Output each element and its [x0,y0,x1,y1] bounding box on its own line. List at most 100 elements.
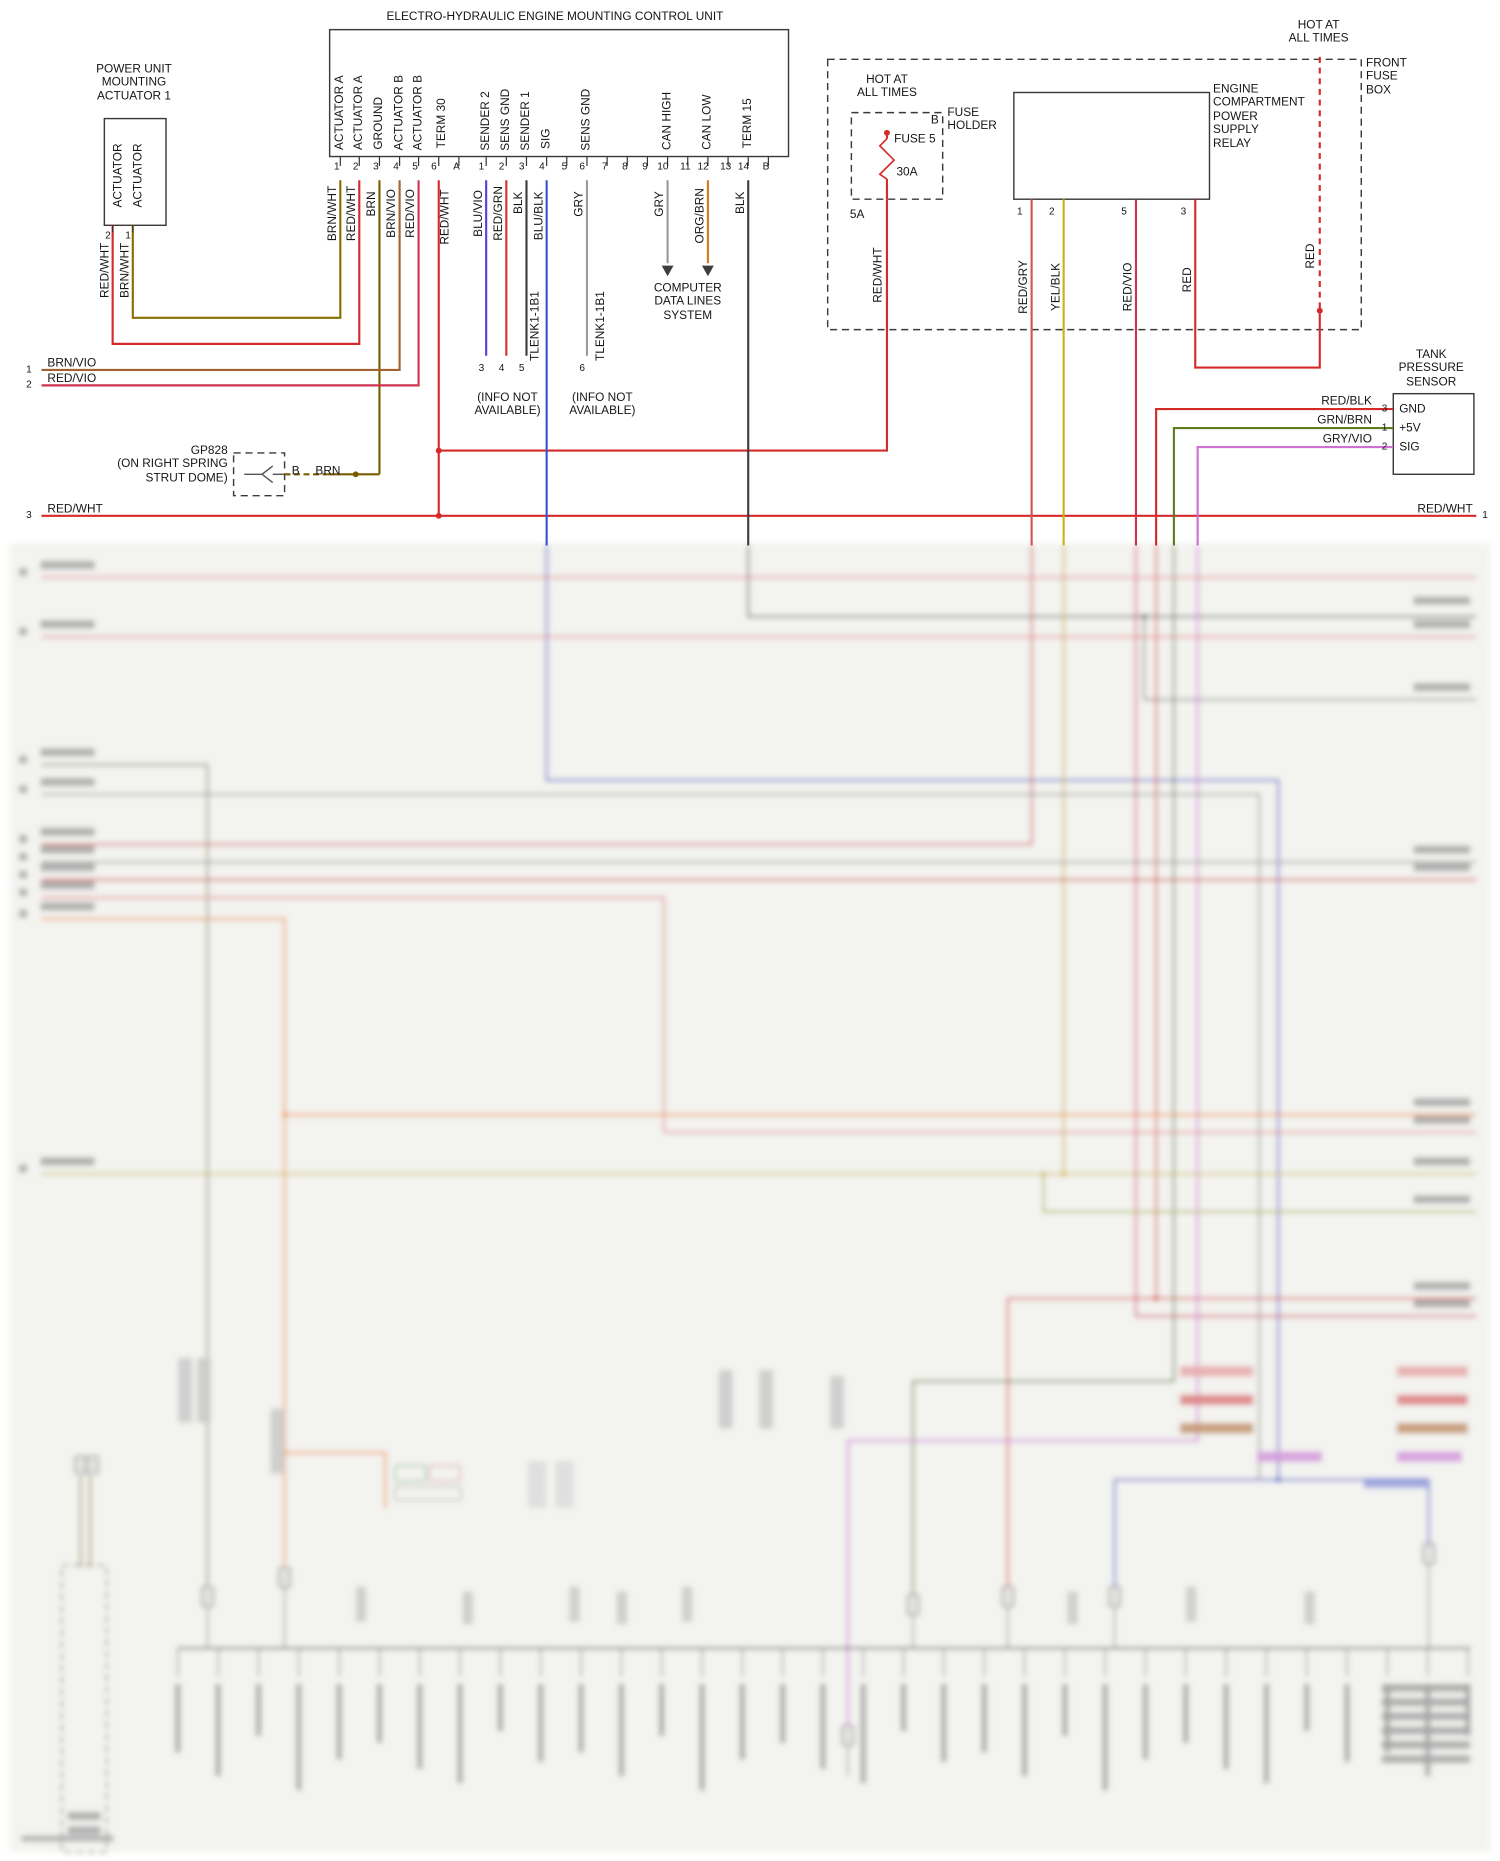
gp828-terminal-symbol [260,465,274,484]
blurred-wire-label [658,1683,665,1736]
wire-red-relay [1194,199,1321,369]
blurred-label [554,1460,574,1509]
blurred-label [40,845,95,854]
blurred-label [1413,683,1471,692]
blurred-label [18,755,28,764]
blurred-wire-label [1384,1683,1391,1753]
blurred-wire-label [739,1683,746,1760]
blurred-wire-label [1465,1683,1471,1736]
blurred-label [1185,1586,1197,1623]
blurred-label [718,1369,733,1429]
wire-olive-long [41,763,209,1587]
blurred-label [1413,1299,1471,1308]
blurred-label [841,1724,855,1747]
junction-dot [883,129,890,136]
junction-dot [1060,1170,1067,1177]
wire-gry-vio-sensor [1196,445,1394,546]
blurred-label [40,827,95,836]
blurred-label [1396,1422,1468,1434]
junction-dot [281,1111,288,1118]
wire-grn-brn-sensor [1172,426,1394,546]
blurred-wire-label [819,1683,826,1770]
wire-blu-blk-sig [545,545,1280,1587]
blurred-label [1363,1477,1429,1489]
blurred-label [73,1455,88,1475]
wire-red-wht-term30 [438,199,889,452]
blurred-wire-label [1142,1683,1149,1760]
blurred-label [85,1455,100,1475]
blurred-label [196,1357,212,1423]
blurred-label [1256,1451,1323,1463]
blurred-label [1413,863,1471,872]
blurred-label [1067,1591,1078,1625]
blurred-label [21,1835,114,1842]
blurred-label [40,560,95,570]
fuse-element-symbol [878,138,896,180]
blurred-label [18,1164,28,1173]
blurred-wire-label [1424,1683,1431,1777]
blurred-label [527,1460,547,1509]
blurred-label [200,1585,215,1608]
blurred-label [1001,1585,1015,1608]
blurred-label [177,1357,193,1423]
wire-gry-long [41,793,1261,1480]
blurred-label [830,1375,845,1429]
blurred-label [40,1157,95,1166]
wire-gry-vio-sensor [846,545,1199,1726]
blurred-label [428,1464,461,1482]
blurred-label [18,627,28,636]
wire-red-blk-sensor [1155,408,1394,546]
blurred-label [1179,1366,1254,1377]
fuse-holder-box [850,111,944,200]
blurred-wire-label [1021,1683,1028,1777]
blurred-label [1413,620,1471,629]
blurred-wire-label [255,1683,262,1736]
blurred-region-bg [9,543,1491,1853]
wire-red-wht-actuator [111,180,361,345]
wire-brn-wht-actuator [131,180,342,319]
blurred-label [18,784,28,794]
wire-blk-term15 [747,545,1477,618]
blurred-wire-label [1223,1683,1230,1770]
blurred-wire-label [174,1683,181,1753]
wire-red-lower [1006,1297,1477,1587]
blurred-wire-label [1061,1683,1068,1736]
wire-gry-branch [1143,616,1477,701]
wire-grn-brn-sensor [911,545,1175,1595]
blurred-label [277,1566,292,1589]
blurred-label [18,852,28,861]
blurred-wire-label [860,1683,867,1784]
blurred-label [1107,1585,1122,1608]
blurred-wire-label [295,1683,302,1791]
blurred-label [18,888,28,897]
blurred-label [1413,1115,1471,1125]
wire-red-gry [41,545,1033,846]
junction-dot [1040,1170,1047,1177]
tank-pressure-sensor-box [1392,392,1475,476]
blurred-label [1396,1366,1468,1377]
junction-dot [1316,307,1323,314]
wire-red-vio-relay [1134,545,1477,1318]
data-line-arrow-icon [661,265,674,277]
data-line-arrow-icon [701,265,714,277]
blurred-label [394,1486,462,1501]
blurred-label [681,1586,693,1623]
blurred-label [1413,1195,1471,1204]
blurred-wire-label [699,1683,705,1791]
blurred-wire-label [940,1683,947,1763]
blurred-lower-diagram [9,543,1491,1853]
blurred-wire-label [981,1683,988,1753]
blurred-label [1304,1591,1316,1625]
blurred-wire-label [497,1683,504,1732]
wire-red-vio [41,180,420,387]
power-supply-relay-box [1013,91,1211,200]
power-unit-actuator-box [103,117,167,227]
blurred-label [18,567,28,577]
wire-pink-3 [41,896,1477,1134]
junction-dot [1141,613,1148,620]
blurred-wire-label [416,1683,423,1770]
blurred-label [40,748,95,757]
sharp-upper-diagram [41,28,1477,546]
blurred-label [40,863,95,872]
